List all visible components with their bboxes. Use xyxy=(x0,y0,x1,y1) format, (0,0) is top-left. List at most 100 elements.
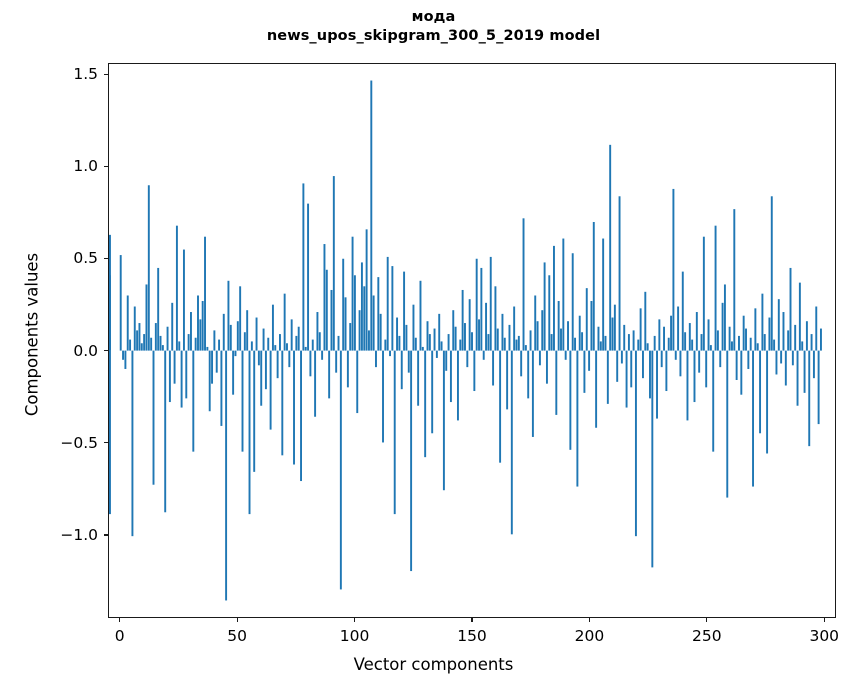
bar xyxy=(281,350,284,456)
bar xyxy=(304,346,307,351)
bar xyxy=(180,350,183,408)
bar xyxy=(733,209,736,351)
bar xyxy=(761,293,764,351)
bar xyxy=(569,350,572,450)
bar xyxy=(264,350,267,390)
bar xyxy=(627,334,630,351)
bar xyxy=(257,350,260,366)
bar xyxy=(213,330,216,351)
bar xyxy=(578,315,581,351)
bar xyxy=(817,350,820,425)
bar xyxy=(590,301,593,351)
bar xyxy=(295,335,298,351)
bar xyxy=(557,301,560,351)
bar xyxy=(550,334,553,351)
bar xyxy=(419,280,422,351)
bar xyxy=(693,350,696,403)
bar xyxy=(403,271,406,351)
bar xyxy=(522,218,525,351)
bar xyxy=(747,350,750,369)
bar xyxy=(396,317,399,351)
bar xyxy=(545,350,548,384)
bar xyxy=(775,350,778,375)
bar xyxy=(175,225,178,351)
bar xyxy=(182,249,185,351)
bar xyxy=(745,328,747,351)
bar xyxy=(232,350,235,395)
bar xyxy=(665,350,668,392)
bar xyxy=(613,304,616,351)
bar xyxy=(695,312,698,351)
bar xyxy=(649,350,651,399)
bar xyxy=(663,326,665,351)
bar xyxy=(218,339,221,351)
bar xyxy=(534,295,537,351)
bar xyxy=(344,297,347,351)
bar xyxy=(447,334,450,351)
bar xyxy=(803,350,806,393)
bar xyxy=(314,350,317,417)
y-tick-label: −1.0 xyxy=(60,526,98,545)
bar xyxy=(391,266,394,351)
bar xyxy=(487,334,490,351)
bar xyxy=(639,308,642,351)
bar xyxy=(211,350,214,384)
bar xyxy=(782,312,785,351)
bar xyxy=(325,269,328,351)
bar xyxy=(379,313,382,351)
bar xyxy=(515,339,518,351)
chart-title-line1: мода xyxy=(411,9,456,25)
bar xyxy=(236,321,239,351)
bar-series-canvas xyxy=(109,80,822,601)
bar xyxy=(531,350,534,437)
bar xyxy=(140,343,143,351)
bar xyxy=(592,221,595,351)
bar xyxy=(109,234,111,351)
y-tick-label: 1.0 xyxy=(73,157,98,176)
bar xyxy=(508,324,511,351)
bar xyxy=(449,350,452,403)
bar xyxy=(819,328,822,351)
bar xyxy=(609,144,612,351)
plot-axes xyxy=(108,63,836,618)
bar xyxy=(740,350,743,395)
bar xyxy=(199,319,202,351)
bar xyxy=(192,350,195,452)
bar xyxy=(517,335,520,351)
bar xyxy=(367,330,370,351)
bar xyxy=(599,341,602,351)
bar xyxy=(246,310,249,351)
bar xyxy=(529,330,532,351)
x-tick-mark xyxy=(236,618,238,623)
bar xyxy=(658,319,661,351)
bar xyxy=(770,196,773,351)
bar xyxy=(588,350,591,371)
bar xyxy=(201,301,204,351)
chart-title: мода news_upos_skipgram_300_5_2019 model xyxy=(0,8,867,46)
bar xyxy=(637,339,640,351)
bar xyxy=(494,286,497,351)
bar xyxy=(581,332,584,351)
bar xyxy=(726,350,729,498)
bar xyxy=(363,286,366,351)
bar xyxy=(161,345,164,351)
bar xyxy=(501,313,504,351)
bar xyxy=(730,341,733,351)
bar xyxy=(691,339,694,351)
y-tick-label: 0.5 xyxy=(73,249,98,268)
bar xyxy=(248,350,251,515)
chart-title-line2: news_upos_skipgram_300_5_2019 model xyxy=(266,28,601,45)
bar xyxy=(812,350,815,379)
bar xyxy=(456,350,459,421)
bar xyxy=(386,256,389,351)
bar xyxy=(677,306,680,351)
bar xyxy=(375,350,377,368)
bar xyxy=(768,317,771,351)
bar xyxy=(702,236,705,351)
bar xyxy=(431,350,434,434)
bar xyxy=(109,350,111,515)
bar xyxy=(269,350,272,430)
bar xyxy=(316,312,319,351)
bar xyxy=(346,350,349,388)
bar xyxy=(759,350,762,434)
